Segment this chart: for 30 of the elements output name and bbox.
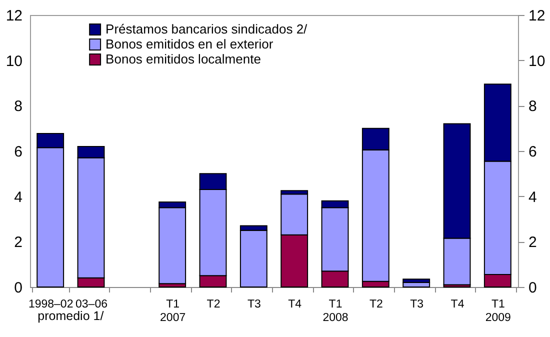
x-tick-label: T3 (410, 298, 424, 310)
legend-label: Bonos emitidos en el exterior (106, 36, 274, 52)
y2-tick-label: 0 (14, 280, 22, 296)
x-tick-label: T4 (450, 298, 465, 310)
text: promedio 1/ (38, 309, 104, 323)
y-tick-label: 8 (528, 98, 537, 116)
bar (240, 230, 268, 288)
y-tick-label: 2 (528, 234, 537, 252)
x-tick-label: T3 (247, 298, 261, 310)
y2-tick-label: 8 (14, 98, 22, 116)
x-tick-label: T1 2007 (160, 298, 186, 324)
y-tick-label: 6 (528, 144, 537, 160)
legend-label: Préstamos bancarios sindicados 2/ (106, 22, 308, 36)
x-tick-label: T1 2009 (485, 298, 511, 324)
x-tick-label: T2 (206, 298, 220, 310)
legend-label: Bonos emitidos localmente (106, 52, 261, 66)
y2-tick-label: 10 (6, 52, 22, 70)
y2-tick-label: 2 (14, 234, 22, 252)
y-tick-label: 0 (528, 280, 537, 296)
x-tick-label: T2 (369, 298, 383, 310)
x-tick-label: 03–06 (76, 298, 108, 310)
y-tick-label: 4 (528, 188, 537, 206)
x-tick-label: T4 (288, 298, 302, 310)
x-tick-label: T1 2008 (322, 298, 348, 324)
y-tick-label: 12 (528, 8, 546, 24)
y2-tick-label: 4 (14, 188, 22, 206)
y-tick-label: 10 (528, 52, 546, 70)
y2-tick-label: 12 (6, 8, 22, 24)
x-tick-label: 1998–02 (28, 298, 74, 310)
y2-tick-label: 6 (14, 144, 22, 160)
